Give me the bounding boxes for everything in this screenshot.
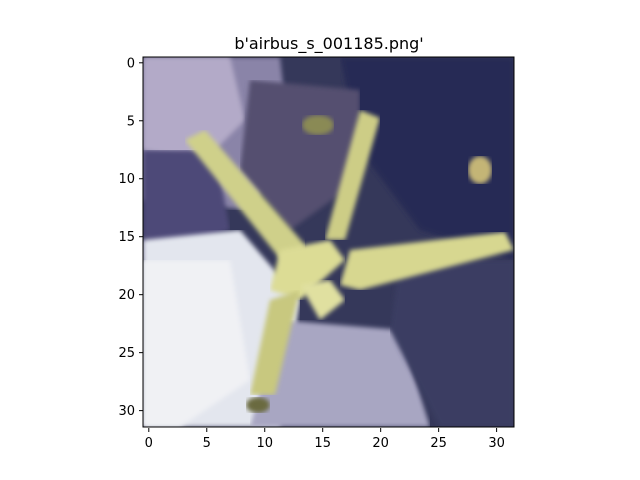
y-tick-label: 15 <box>118 230 135 245</box>
photo <box>143 57 514 427</box>
x-tick-label: 15 <box>314 436 331 451</box>
y-tick-label: 30 <box>118 404 135 419</box>
figure-title: b'airbus_s_001185.png' <box>234 34 423 54</box>
x-tick-label: 30 <box>488 436 505 451</box>
y-tick-label: 10 <box>118 172 135 187</box>
airplane-wings <box>185 110 514 413</box>
y-tick-label: 5 <box>127 114 135 129</box>
y-tick-label: 20 <box>118 288 135 303</box>
image-frame <box>142 56 515 428</box>
x-tick-label: 10 <box>256 436 273 451</box>
y-tick-label: 0 <box>127 56 135 71</box>
y-tick-label: 25 <box>118 346 135 361</box>
x-tick-label: 25 <box>430 436 447 451</box>
x-tick-label: 5 <box>203 436 211 451</box>
x-tick-label: 0 <box>145 436 153 451</box>
x-axis: 0 5 10 15 20 25 30 <box>145 428 505 451</box>
x-tick-label: 20 <box>372 436 389 451</box>
y-axis: 0 5 10 15 20 25 30 <box>118 56 143 419</box>
image-panel <box>142 56 515 428</box>
